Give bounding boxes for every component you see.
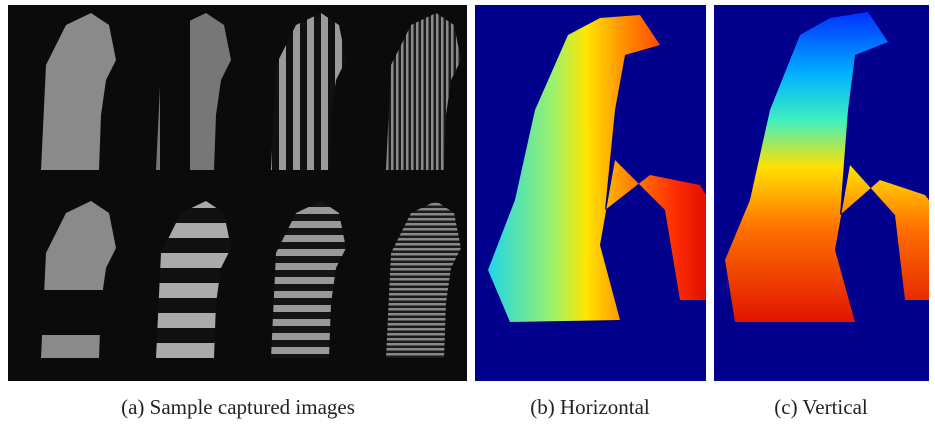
caption: (c) Vertical: [774, 395, 868, 419]
caption: (a) Sample captured images: [121, 395, 355, 419]
figure-canvas: (a) Sample captured images (b) Horizonta…: [0, 0, 935, 428]
caption: (b) Horizontal: [530, 395, 650, 419]
figure: (a) Sample captured images (b) Horizonta…: [0, 0, 935, 428]
